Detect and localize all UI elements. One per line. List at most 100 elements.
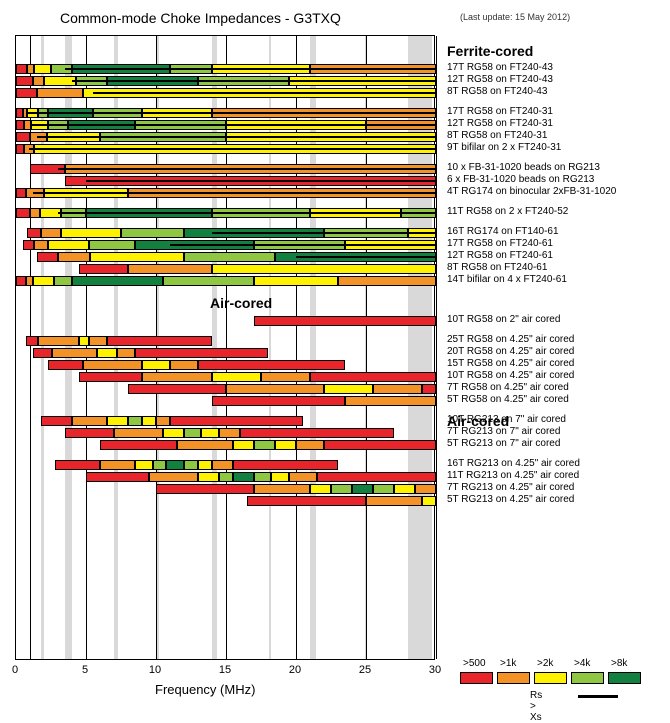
row-label: 11T RG213 on 4.25" air cored [447,470,579,481]
impedance-segment [55,460,100,470]
legend-swatch [497,672,530,684]
impedance-segment [247,496,366,506]
impedance-segment [72,276,163,286]
section-header: Ferrite-cored [447,43,533,59]
impedance-bar [16,416,434,426]
impedance-segment [198,472,219,482]
rsxs-line [296,256,436,258]
x-tick: 30 [429,664,441,676]
gridline [436,36,437,659]
impedance-segment [16,188,26,198]
row-label: 11T RG58 on 2 x FT240-52 [447,206,568,217]
impedance-bar [16,188,434,198]
impedance-bar [16,76,434,86]
row-label: 8T RG58 on FT240-31 [447,130,547,141]
x-tick: 10 [149,664,161,676]
impedance-segment [254,472,271,482]
legend-rsxs-line [578,695,618,698]
impedance-segment [296,440,324,450]
impedance-segment [135,460,153,470]
impedance-segment [30,208,40,218]
impedance-bar [16,396,434,406]
rsxs-line [33,192,436,194]
impedance-segment [16,88,37,98]
impedance-bar [16,496,434,506]
impedance-segment [114,428,163,438]
x-tick: 20 [289,664,301,676]
row-label: 17T RG58 on FT240-43 [447,62,553,73]
row-label: 8T RG58 on FT240-61 [447,262,547,273]
impedance-bar [16,472,434,482]
impedance-segment [338,276,436,286]
impedance-segment [128,264,212,274]
impedance-segment [156,416,170,426]
impedance-segment [373,384,422,394]
impedance-segment [415,484,436,494]
impedance-segment [275,440,296,450]
impedance-segment [33,276,54,286]
plot-area [15,35,435,660]
row-label: 7T RG213 on 4.25" air cored [447,482,574,493]
impedance-segment [153,460,166,470]
impedance-segment [212,372,261,382]
impedance-bar [16,164,434,174]
impedance-segment [16,132,30,142]
row-label: 9T bifilar on 2 x FT240-31 [447,142,561,153]
impedance-segment [33,76,44,86]
rsxs-line [93,92,436,94]
impedance-segment [27,64,34,74]
legend-label: >2k [537,658,553,669]
impedance-segment [142,372,212,382]
impedance-bar [16,484,434,494]
legend-swatch [571,672,604,684]
impedance-segment [97,348,117,358]
rsxs-line [26,112,436,114]
impedance-segment [317,472,436,482]
rsxs-line [212,232,436,234]
impedance-segment [86,472,149,482]
impedance-bar [16,264,434,274]
impedance-segment [72,416,107,426]
row-label: 12T RG58 on FT240-61 [447,250,553,261]
x-tick: 25 [359,664,371,676]
row-label: 10T RG58 on 4.25" air cored [447,370,574,381]
impedance-segment [90,252,184,262]
impedance-segment [100,440,177,450]
impedance-segment [156,484,254,494]
impedance-segment [27,228,41,238]
impedance-segment [324,440,436,450]
legend-label: >4k [574,658,590,669]
chart-title: Common-mode Choke Impedances - G3TXQ [60,10,341,26]
impedance-segment [310,372,436,382]
impedance-segment [58,252,90,262]
impedance-segment [166,460,184,470]
impedance-bar [16,88,434,98]
impedance-segment [233,472,254,482]
x-tick: 15 [219,664,231,676]
impedance-segment [54,276,72,286]
legend-label: >1k [500,658,516,669]
impedance-segment [52,348,97,358]
row-label: 4T RG174 on binocular 2xFB-31-1020 [447,186,616,197]
x-tick: 0 [12,664,18,676]
impedance-segment [366,496,422,506]
impedance-bar [16,240,434,250]
impedance-segment [41,416,72,426]
impedance-segment [394,484,415,494]
impedance-segment [254,440,275,450]
impedance-segment [149,472,198,482]
impedance-segment [23,240,34,250]
rsxs-line [29,148,436,150]
impedance-bar [16,228,434,238]
impedance-segment [422,384,436,394]
row-label: 12T RG58 on FT240-43 [447,74,553,85]
row-label: 5T RG58 on 4.25" air cored [447,394,569,405]
impedance-segment [16,276,26,286]
impedance-segment [170,360,198,370]
impedance-segment [254,316,436,326]
row-label: 25T RG58 on 4.25" air cored [447,334,574,345]
impedance-segment [233,440,254,450]
impedance-bar [16,144,434,154]
impedance-segment [142,416,156,426]
impedance-segment [16,144,24,154]
